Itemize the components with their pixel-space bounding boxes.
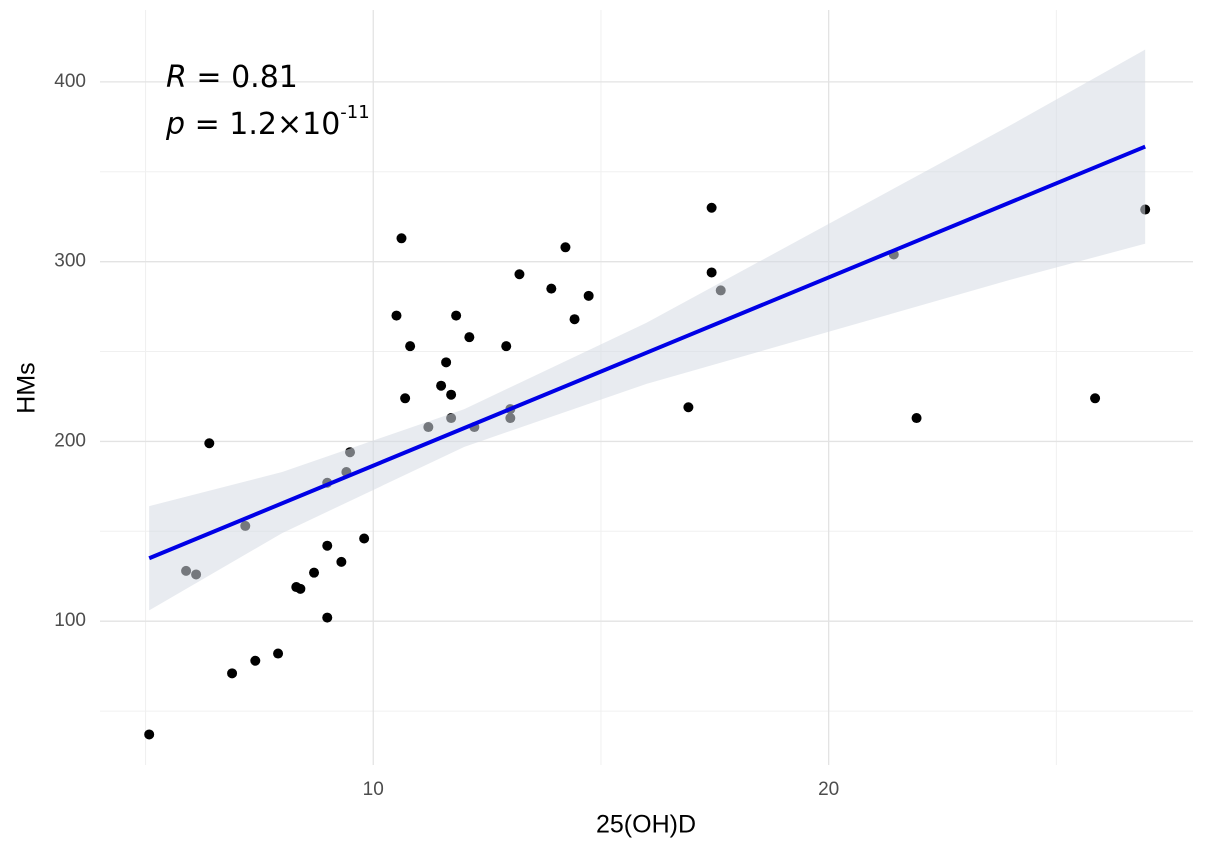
data-point [391,310,402,321]
data-point [436,380,447,391]
data-point [514,269,525,280]
x-tick-label: 10 [363,779,384,800]
data-point [227,668,238,679]
data-point [546,283,557,294]
data-point [560,242,571,253]
data-point [1090,393,1101,404]
x-tick-label: 20 [818,779,839,800]
r-annotation: R = 0.81 [166,60,298,95]
y-tick-label: 100 [54,610,86,631]
data-point [250,655,261,666]
p-exponent: -11 [340,102,369,123]
y-axis-title: HMs [13,362,41,413]
p-text: = 1.2×10 [185,107,340,142]
data-point [911,413,922,424]
data-point [322,540,333,551]
confidence-band [149,49,1146,611]
data-point [336,556,347,567]
data-point [359,533,370,544]
r-text: = 0.81 [187,60,298,95]
r-symbol: R [166,60,187,95]
x-axis-title: 25(OH)D [596,811,696,839]
data-point [400,393,411,404]
data-point [441,357,452,368]
y-tick-label: 200 [54,430,86,451]
data-point [446,389,457,400]
data-point [405,341,416,352]
data-point [583,290,594,301]
data-point [464,332,475,343]
y-tick-label: 300 [54,251,86,272]
data-point [204,438,215,449]
regression-line [148,144,1146,561]
data-point [683,402,694,413]
data-point [706,202,717,213]
data-point [295,583,306,594]
data-point [569,314,580,325]
data-point [144,729,155,740]
data-point [501,341,512,352]
p-annotation: p = 1.2×10-11 [165,102,370,142]
data-point [309,567,320,578]
data-point [451,310,462,321]
data-point [322,612,333,623]
data-point [706,267,717,278]
data-point [273,648,284,659]
p-symbol: p [165,107,185,142]
data-point [396,233,407,244]
y-tick-label: 400 [54,71,86,92]
